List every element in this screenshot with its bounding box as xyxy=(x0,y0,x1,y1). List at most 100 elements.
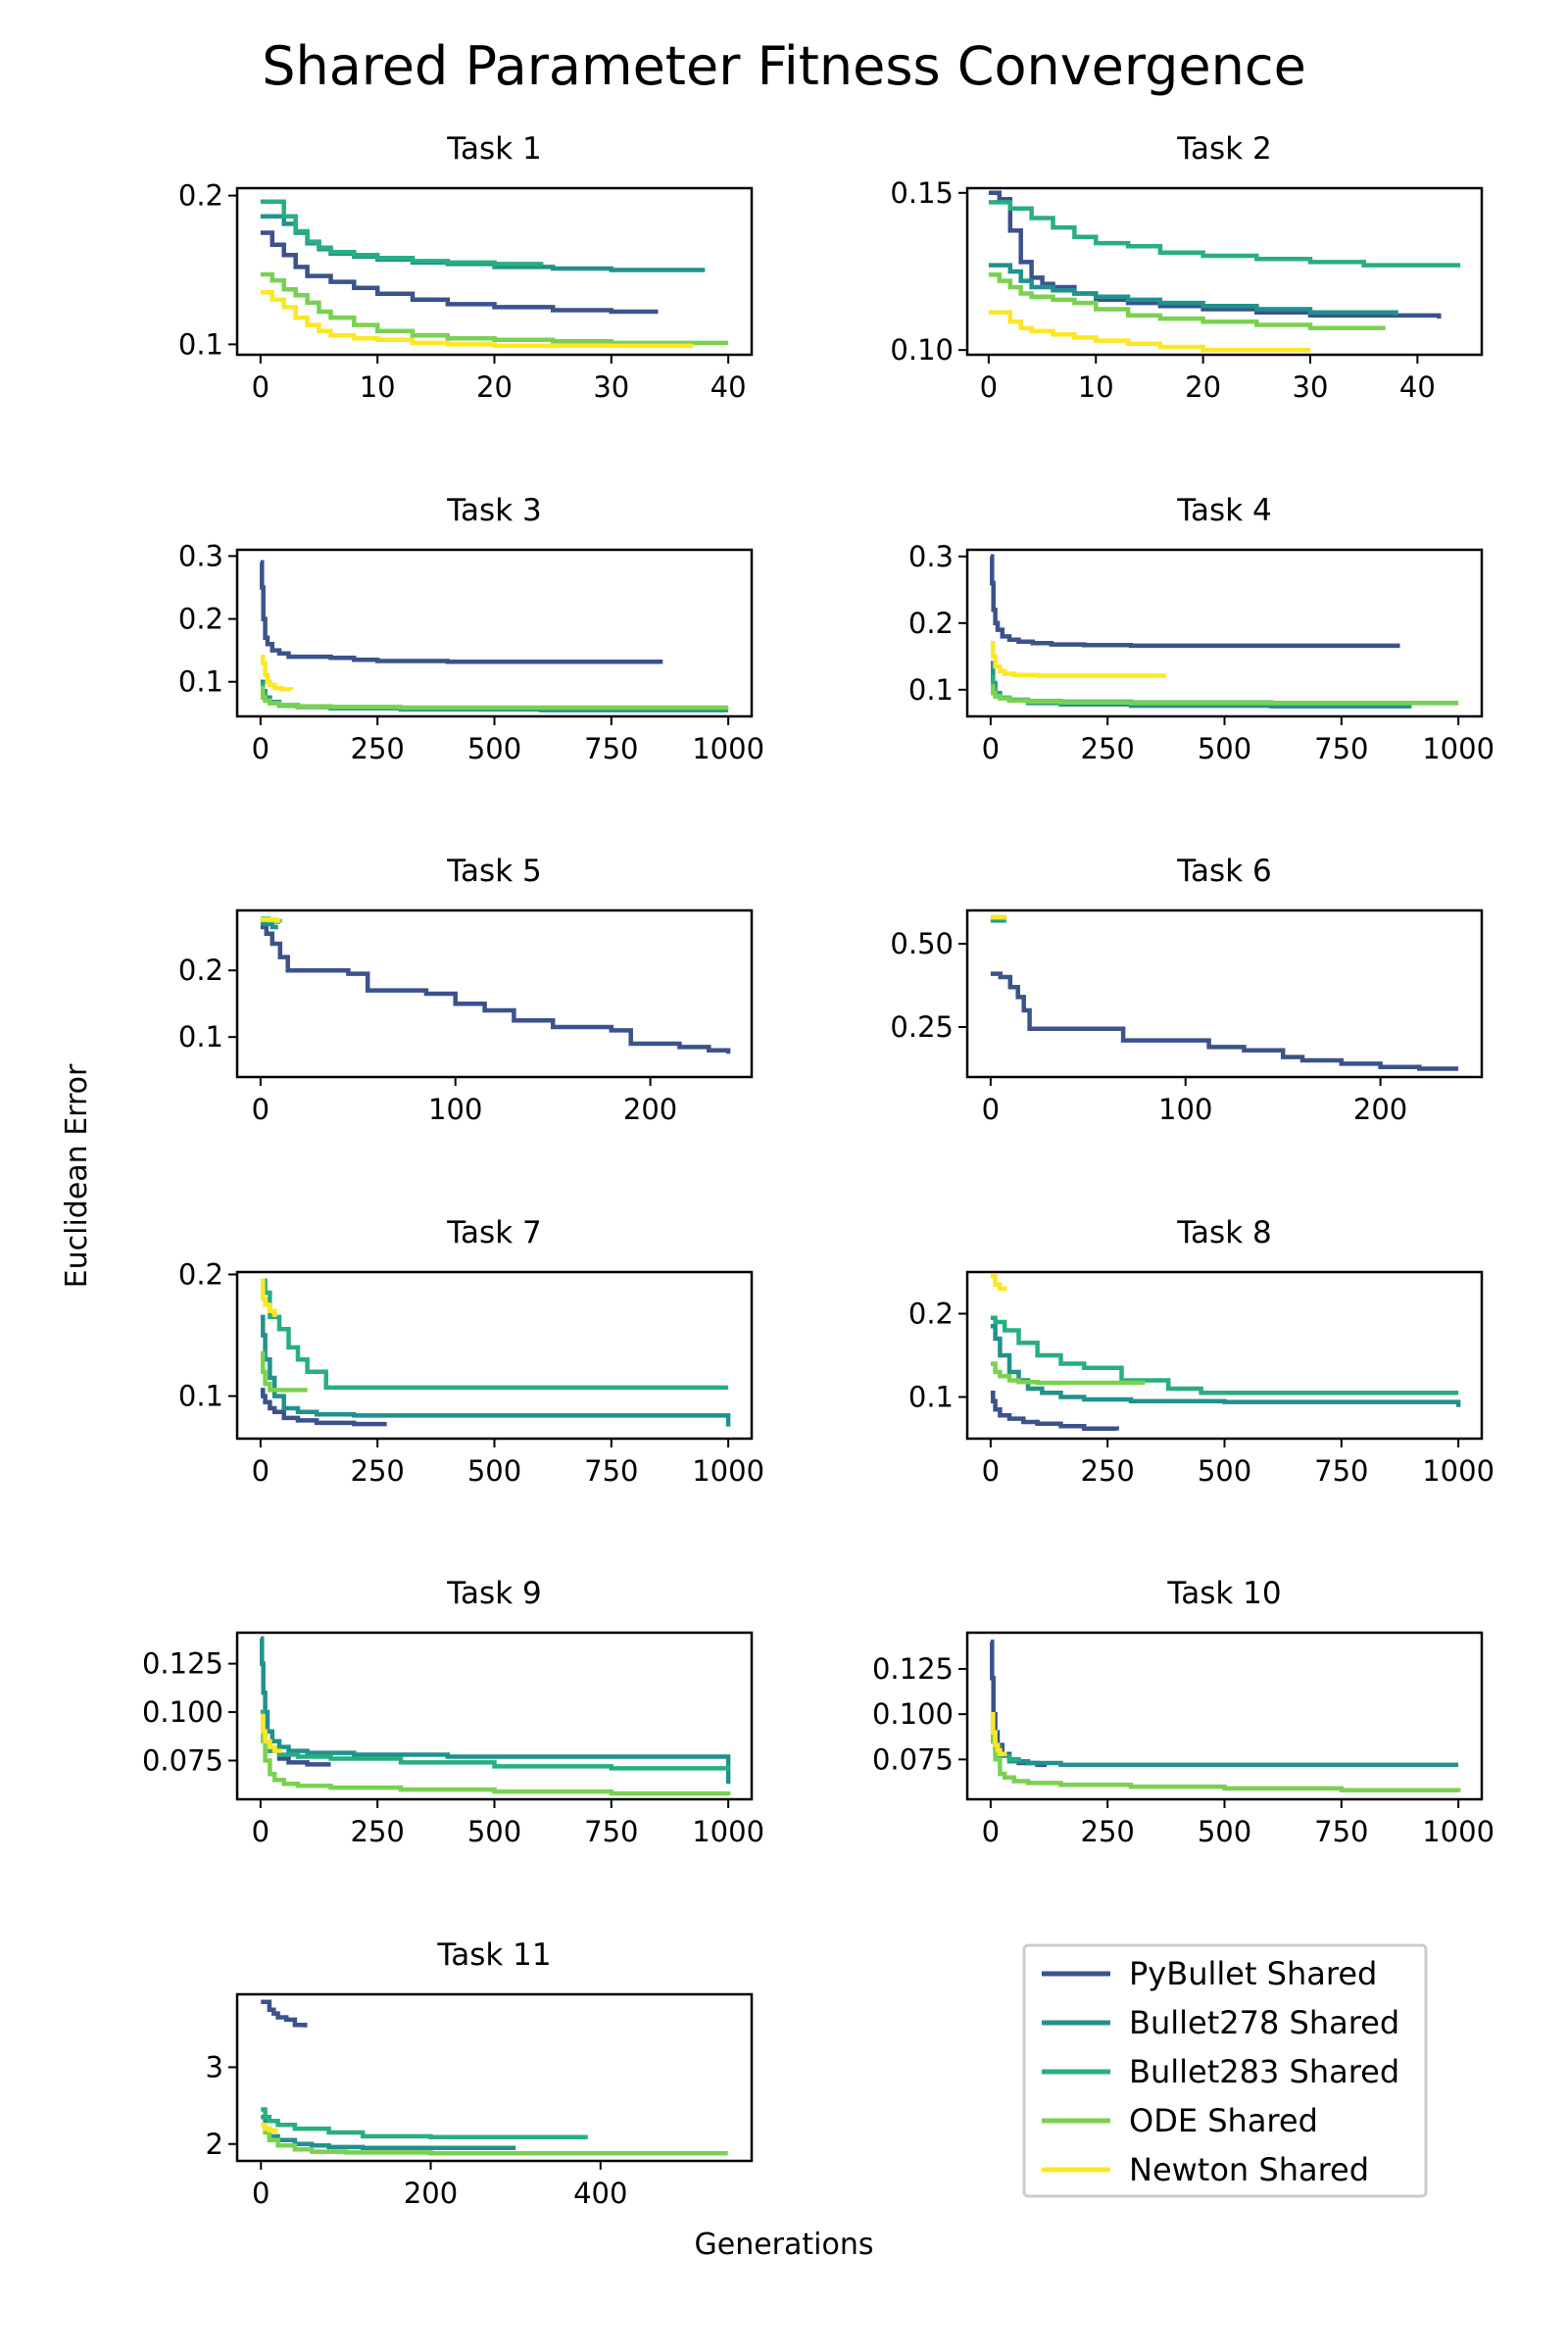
series-line xyxy=(990,554,1400,649)
x-tick-label: 1000 xyxy=(1422,1454,1494,1488)
series-line xyxy=(990,640,1166,678)
legend-label: Bullet278 Shared xyxy=(1129,2004,1399,2041)
series-group xyxy=(260,1636,731,1796)
legend: PyBullet Shared Bullet278 Shared Bullet2… xyxy=(1022,1943,1428,2198)
series-line xyxy=(260,921,278,930)
legend-label: Newton Shared xyxy=(1129,2151,1369,2188)
series-line xyxy=(990,971,1459,1071)
y-tick-label: 0.125 xyxy=(872,1652,954,1686)
panel-title: Task 7 xyxy=(446,1215,541,1250)
x-tick-label: 0 xyxy=(982,1093,1000,1126)
y-tick-label: 0.2 xyxy=(178,1257,223,1291)
x-tick-label: 0 xyxy=(982,1815,1000,1848)
series-group xyxy=(260,199,729,349)
legend-label: Bullet283 Shared xyxy=(1129,2053,1399,2090)
series-line xyxy=(260,1636,731,1785)
series-line xyxy=(261,2107,588,2139)
x-axis-label: Generations xyxy=(695,2228,874,2262)
x-tick-label: 0 xyxy=(252,2177,270,2210)
x-tick-label: 200 xyxy=(404,2177,458,2210)
series-line xyxy=(990,684,1459,706)
panel-title: Task 10 xyxy=(1166,1576,1281,1611)
x-tick-label: 30 xyxy=(1293,370,1329,404)
panel-task-8: Task 8 0 250 500 750 1000 0.1 0.2 xyxy=(908,1215,1494,1488)
series-line xyxy=(990,1324,1461,1407)
x-tick-label: 400 xyxy=(573,2177,627,2210)
series-line xyxy=(990,1711,1007,1757)
axes-frame xyxy=(235,1992,754,2163)
panel-task-2: Task 2 0 10 20 30 40 0.10 0.15 xyxy=(890,131,1484,404)
panel-title: Task 4 xyxy=(1176,493,1271,528)
y-tick-label: 0.2 xyxy=(178,954,223,987)
series-line xyxy=(261,2122,278,2133)
x-tick-label: 10 xyxy=(1078,370,1114,404)
x-tick-label: 1000 xyxy=(1422,1815,1494,1848)
y-tick-label: 0.075 xyxy=(142,1743,223,1777)
series-line xyxy=(260,290,694,349)
series-line xyxy=(990,1315,1459,1396)
y-tick-label: 0.1 xyxy=(908,1381,954,1414)
x-tick-label: 750 xyxy=(584,1454,638,1488)
y-tick-label: 0.50 xyxy=(890,927,954,960)
x-tick-label: 200 xyxy=(623,1093,677,1126)
panel-title: Task 9 xyxy=(446,1576,541,1611)
y-tick-label: 0.1 xyxy=(178,665,223,699)
series-line xyxy=(261,1999,308,2028)
series-line xyxy=(990,1361,1146,1386)
x-tick-label: 40 xyxy=(710,370,747,404)
series-line xyxy=(260,1388,387,1427)
series-line xyxy=(260,654,294,692)
axes-frame xyxy=(965,186,1484,357)
y-tick-label: 2 xyxy=(206,2128,223,2161)
legend-box xyxy=(1022,1943,1428,2198)
series-group xyxy=(260,1278,731,1427)
legend-entry: Newton Shared xyxy=(1042,2151,1369,2188)
y-tick-label: 0.3 xyxy=(908,540,954,573)
x-tick-label: 20 xyxy=(476,370,513,404)
series-line xyxy=(260,271,729,346)
y-tick-label: 0.3 xyxy=(178,539,223,572)
x-tick-label: 250 xyxy=(351,1454,405,1488)
x-tick-label: 1000 xyxy=(692,732,764,765)
panel-title: Task 3 xyxy=(446,493,541,528)
legend-entry: ODE Shared xyxy=(1042,2102,1318,2139)
series-group xyxy=(990,914,1459,1071)
panel-task-9: Task 9 0 250 500 750 1000 0.075 0.100 0.125 xyxy=(142,1576,764,1848)
series-group xyxy=(990,1274,1461,1432)
series-line xyxy=(260,1719,731,1796)
x-tick-label: 0 xyxy=(982,1454,1000,1488)
x-tick-label: 0 xyxy=(982,732,1000,765)
series-line xyxy=(988,271,1386,330)
y-tick-label: 0.10 xyxy=(890,333,954,367)
series-line xyxy=(260,917,280,923)
legend-label: ODE Shared xyxy=(1129,2102,1318,2139)
x-tick-label: 0 xyxy=(252,1093,270,1126)
x-tick-label: 750 xyxy=(584,1815,638,1848)
y-tick-label: 0.2 xyxy=(178,179,223,213)
x-tick-label: 0 xyxy=(980,370,998,404)
x-tick-label: 250 xyxy=(1081,1815,1135,1848)
x-tick-label: 500 xyxy=(467,732,521,765)
series-line xyxy=(260,685,729,710)
y-tick-label: 0.2 xyxy=(908,607,954,640)
series-line xyxy=(260,1713,282,1753)
legend-entry: Bullet283 Shared xyxy=(1042,2053,1399,2090)
x-tick-label: 40 xyxy=(1399,370,1436,404)
figure-title: Shared Parameter Fitness Convergence xyxy=(262,35,1306,97)
panel-title: Task 6 xyxy=(1176,854,1271,889)
x-tick-label: 1000 xyxy=(1422,732,1494,765)
y-tick-label: 0.1 xyxy=(178,327,223,361)
series-group xyxy=(260,560,729,712)
series-line xyxy=(990,1391,1119,1432)
x-tick-label: 1000 xyxy=(692,1815,764,1848)
x-tick-label: 750 xyxy=(1314,1454,1368,1488)
x-tick-label: 100 xyxy=(428,1093,482,1126)
legend-entry: Bullet278 Shared xyxy=(1042,2004,1399,2041)
series-line xyxy=(260,199,544,267)
x-tick-label: 750 xyxy=(1314,732,1368,765)
y-axis-label: Euclidean Error xyxy=(60,1063,94,1288)
series-group xyxy=(260,915,731,1054)
x-tick-label: 250 xyxy=(351,732,405,765)
